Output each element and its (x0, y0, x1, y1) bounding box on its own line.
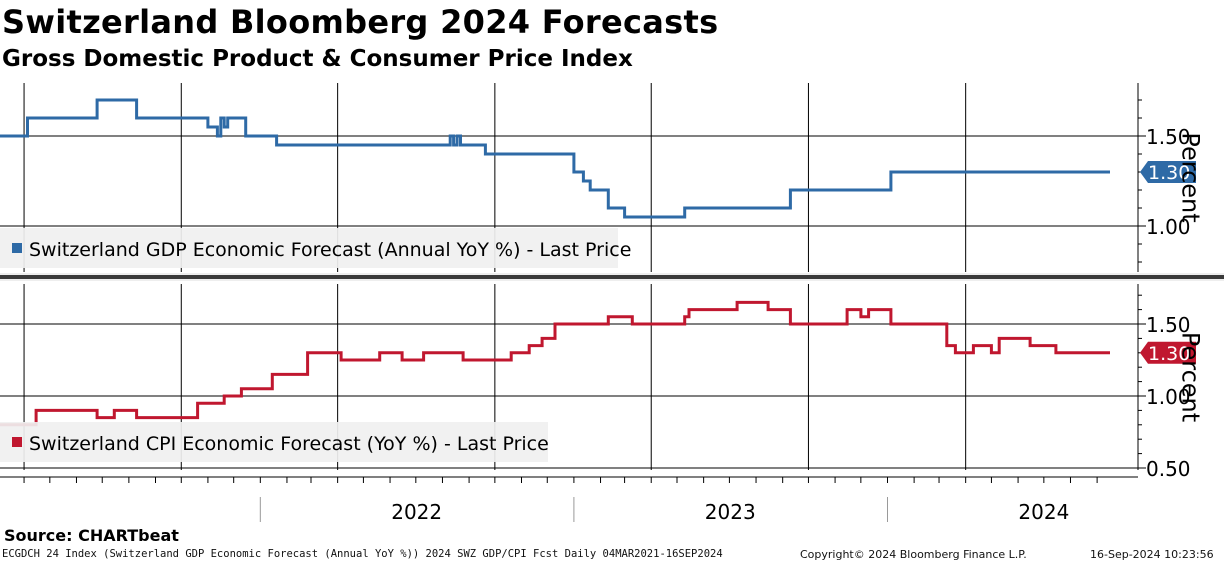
chart-title: Switzerland Bloomberg 2024 Forecasts (2, 3, 719, 41)
panel-lines (0, 98, 1110, 427)
legends: Switzerland GDP Economic Forecast (Annua… (0, 228, 631, 462)
footer-ticker-info: ECGDCH 24 Index (Switzerland GDP Economi… (2, 548, 723, 560)
chart-subtitle: Gross Domestic Product & Consumer Price … (2, 46, 633, 72)
last-price-label: 1.30 (1148, 343, 1190, 365)
y-tick-label: 1.00 (1146, 385, 1191, 409)
legend-label: Switzerland CPI Economic Forecast (YoY %… (29, 433, 549, 455)
footer-timestamp: 16-Sep-2024 10:23:56 (1090, 548, 1214, 561)
y-tick-label: 1.50 (1146, 313, 1191, 337)
legend-swatch (12, 243, 22, 253)
source-note: Source: CHARTbeat (4, 526, 179, 545)
x-tick-label: 2022 (391, 500, 442, 524)
series-line-cpi (0, 300, 1110, 427)
axes: 1.501.001.30Percent1.501.000.501.30Perce… (0, 83, 1204, 524)
y-tick-label: 0.50 (1146, 457, 1191, 481)
last-price-tag (1140, 161, 1196, 183)
last-price-label: 1.30 (1148, 162, 1190, 184)
y-tick-label: 1.00 (1146, 215, 1191, 239)
legend-label: Switzerland GDP Economic Forecast (Annua… (29, 239, 631, 261)
y-axis-title: Percent (1176, 332, 1204, 422)
series-line-gdp (0, 98, 1110, 219)
y-axis-title: Percent (1176, 132, 1204, 222)
legend-swatch (12, 437, 22, 447)
gridlines (0, 83, 1224, 470)
legend-box (0, 228, 618, 268)
last-price-tag (1140, 341, 1196, 364)
y-tick-label: 1.50 (1146, 125, 1191, 149)
legend-box (0, 422, 548, 462)
footer-copyright: Copyright© 2024 Bloomberg Finance L.P. (800, 548, 1027, 561)
x-tick-label: 2024 (1018, 500, 1069, 524)
x-tick-label: 2023 (705, 500, 756, 524)
